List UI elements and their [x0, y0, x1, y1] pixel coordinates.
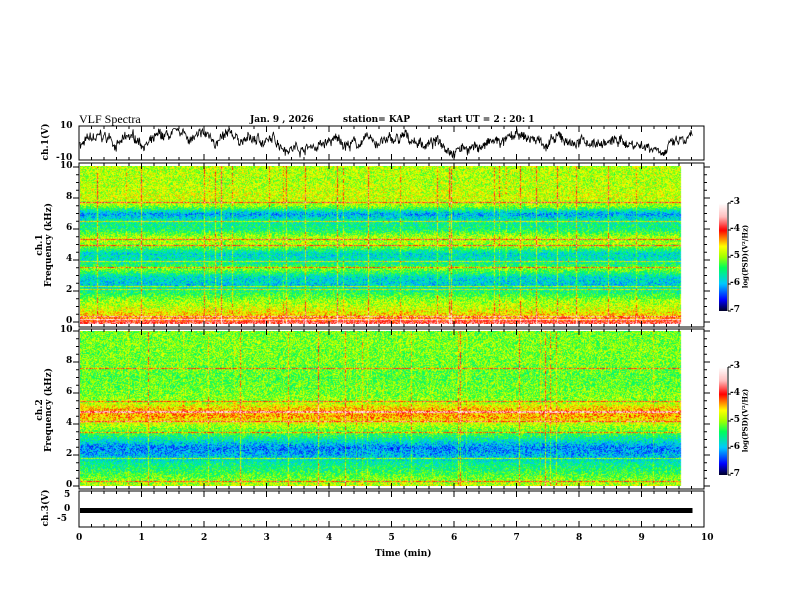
colorbar-tick-label: -4: [730, 224, 740, 234]
date-label: Jan. 9 , 2026: [250, 115, 314, 125]
colorbar-tick-label: -3: [730, 197, 740, 207]
figure-title: VLF Spectra: [79, 112, 141, 126]
colorbar-tick-label: -3: [730, 361, 740, 371]
ytick-label: 6: [66, 387, 73, 397]
colorbar-ch2-label: log(PSD)(V²/Hz): [740, 388, 750, 453]
xtick-label: 4: [326, 533, 333, 543]
colorbar-tick-label: -6: [730, 442, 740, 452]
ch2-freq-label: Frequency (kHz): [44, 368, 54, 453]
xtick-label: 9: [638, 533, 645, 543]
colorbar-tick-label: -7: [730, 469, 740, 479]
xtick-label: 1: [138, 533, 145, 543]
colorbar-tick-label: -7: [730, 305, 740, 315]
ch1-wave-ylabel: ch.1(V): [41, 123, 51, 161]
colorbar-ch2: [719, 367, 727, 475]
ytick-label: 10: [60, 161, 73, 171]
ytick-label: 0: [64, 504, 71, 514]
ch1-waveform-line: [79, 127, 693, 159]
ytick-label: -5: [57, 514, 67, 524]
ytick-label: 8: [66, 192, 73, 202]
xtick-label: 10: [701, 533, 714, 543]
ch3-waveform-line: [80, 508, 693, 513]
ytick-label: 8: [66, 356, 73, 366]
ch3-wave-ylabel: ch.3(V): [41, 489, 51, 527]
ch1-spectrogram: [80, 166, 693, 324]
ytick-label: 4: [66, 254, 73, 264]
panel-frame: [78, 162, 705, 328]
ch1-freq-label: Frequency (kHz): [44, 203, 54, 288]
ytick-label: 2: [66, 449, 73, 459]
ch2-spectrogram: [80, 331, 693, 486]
ytick-label: 0: [66, 316, 73, 326]
xtick-label: 3: [263, 533, 270, 543]
xtick-label: 8: [576, 533, 583, 543]
colorbar-tick-label: -6: [730, 278, 740, 288]
xtick-label: 6: [451, 533, 458, 543]
ytick-label: 0: [66, 480, 73, 490]
x-axis-label: Time (min): [375, 549, 432, 559]
ytick-label: 4: [66, 418, 73, 428]
colorbar-tick-label: -5: [730, 251, 740, 261]
start-time-label: start UT = 2 : 20: 1: [438, 115, 535, 125]
xtick-label: 5: [388, 533, 395, 543]
colorbar-tick-label: -4: [730, 388, 740, 398]
xtick-label: 0: [76, 533, 83, 543]
xtick-label: 2: [201, 533, 208, 543]
ytick: -10: [56, 153, 73, 163]
panel-frame: [78, 328, 705, 490]
ytick-label: 10: [60, 325, 73, 335]
colorbar-tick-label: -5: [730, 415, 740, 425]
ytick-label: 6: [66, 223, 73, 233]
xtick-label: 7: [513, 533, 520, 543]
colorbar-ch1: [719, 203, 727, 311]
ytick-label: 2: [66, 285, 73, 295]
ytick-label: 5: [64, 490, 71, 500]
ytick: 10: [60, 121, 73, 131]
station-label: station= KAP: [343, 115, 411, 125]
colorbar-ch1-label: log(PSD)(V²/Hz): [740, 224, 750, 289]
